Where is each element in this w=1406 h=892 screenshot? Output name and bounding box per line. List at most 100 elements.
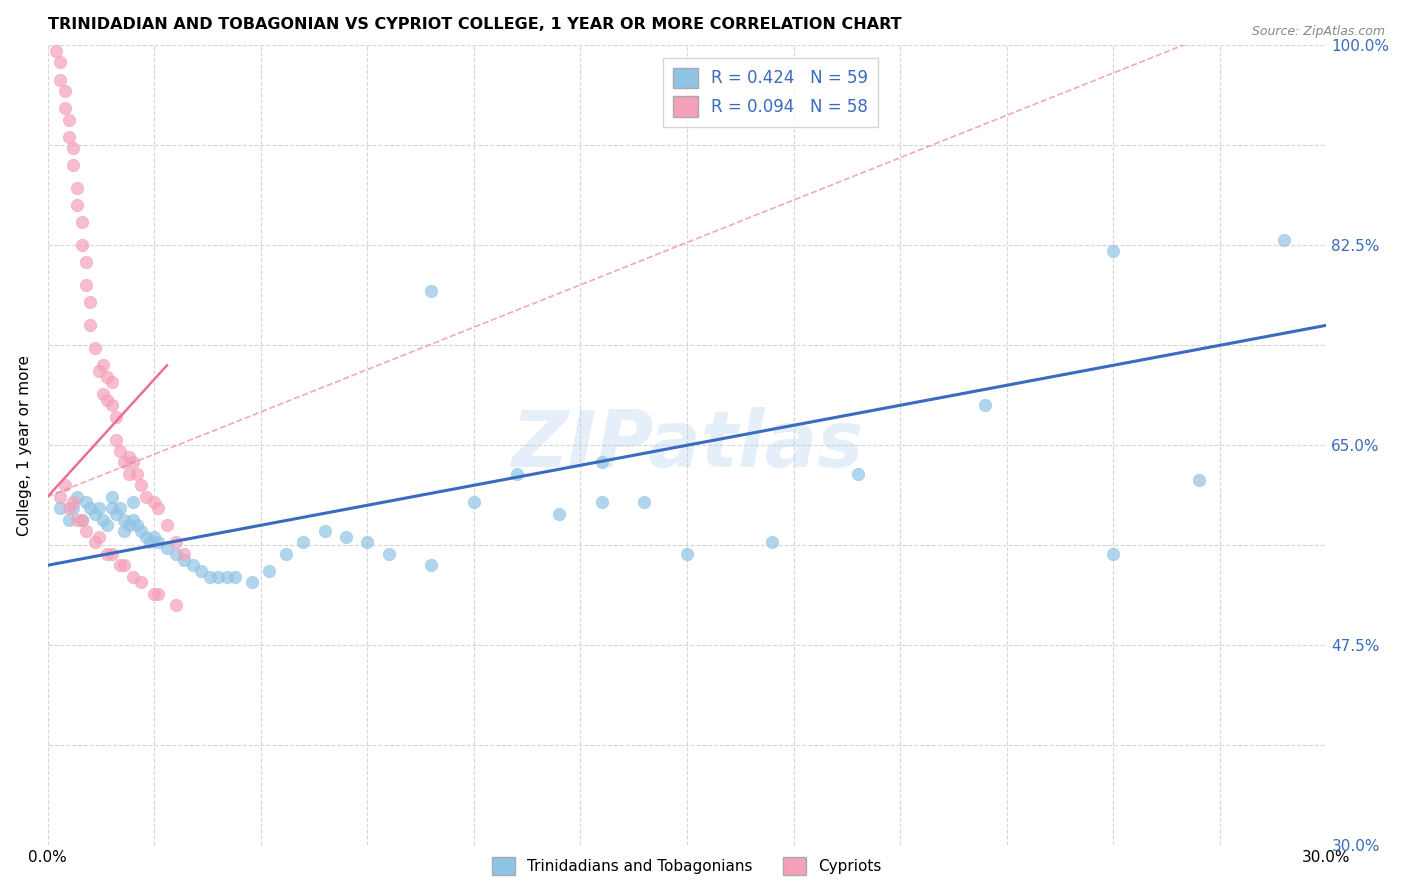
Point [70,215,93,229]
Point [75,255,97,269]
Legend: Trinidadians and Tobagonians, Cypriots: Trinidadians and Tobagonians, Cypriots [486,851,889,881]
Point [173,552,195,566]
Point [58,512,80,526]
Point [66,198,89,212]
Point [190,564,212,578]
Point [96,547,118,561]
Point [139,535,162,549]
Point [104,507,127,521]
Point [83,341,105,355]
Point [591,455,613,469]
Point [100,501,122,516]
Point [58,112,80,127]
Point [131,524,153,538]
Point [53,84,76,98]
Point [1187,473,1209,487]
Point [79,318,101,333]
Point [127,467,149,481]
Point [108,444,131,458]
Point [108,501,131,516]
Point [143,495,166,509]
Point [75,278,97,293]
Point [122,455,145,469]
Point [1272,233,1295,247]
Point [70,512,93,526]
Point [66,490,89,504]
Point [173,547,195,561]
Point [181,558,204,573]
Point [96,392,118,407]
Point [122,495,145,509]
Point [356,535,378,549]
Point [104,433,127,447]
Point [224,569,246,583]
Point [58,129,80,144]
Point [117,450,139,464]
Point [96,518,118,533]
Point [62,158,84,172]
Point [292,535,315,549]
Point [66,181,89,195]
Point [117,518,139,533]
Point [112,524,135,538]
Point [91,387,114,401]
Point [108,558,131,573]
Point [75,524,97,538]
Point [100,398,122,412]
Point [100,547,122,561]
Point [87,501,110,516]
Point [117,467,139,481]
Point [87,530,110,544]
Point [104,409,127,424]
Point [761,535,783,549]
Point [83,535,105,549]
Point [165,599,187,613]
Point [974,398,997,412]
Point [1102,244,1125,258]
Point [96,369,118,384]
Point [215,569,238,583]
Y-axis label: College, 1 year or more: College, 1 year or more [17,355,32,536]
Point [91,359,114,373]
Point [198,569,221,583]
Point [165,535,187,549]
Point [112,512,135,526]
Point [131,575,153,590]
Point [127,518,149,533]
Point [53,101,76,115]
Point [62,501,84,516]
Point [156,518,179,533]
Point [49,72,72,87]
Point [259,564,281,578]
Point [1102,547,1125,561]
Text: TRINIDADIAN AND TOBAGONIAN VS CYPRIOT COLLEGE, 1 YEAR OR MORE CORRELATION CHART: TRINIDADIAN AND TOBAGONIAN VS CYPRIOT CO… [48,17,901,32]
Point [83,507,105,521]
Point [75,495,97,509]
Point [314,524,336,538]
Point [49,55,72,70]
Point [377,547,399,561]
Point [207,569,229,583]
Point [131,478,153,492]
Point [112,558,135,573]
Point [58,501,80,516]
Point [122,512,145,526]
Point [548,507,571,521]
Point [49,490,72,504]
Point [70,512,93,526]
Point [676,547,699,561]
Point [112,455,135,469]
Point [49,501,72,516]
Point [79,501,101,516]
Point [143,530,166,544]
Point [420,558,443,573]
Point [505,467,527,481]
Point [62,141,84,155]
Point [276,547,298,561]
Point [591,495,613,509]
Point [148,587,170,601]
Point [87,364,110,378]
Text: Source: ZipAtlas.com: Source: ZipAtlas.com [1251,25,1385,38]
Point [135,530,157,544]
Point [633,495,655,509]
